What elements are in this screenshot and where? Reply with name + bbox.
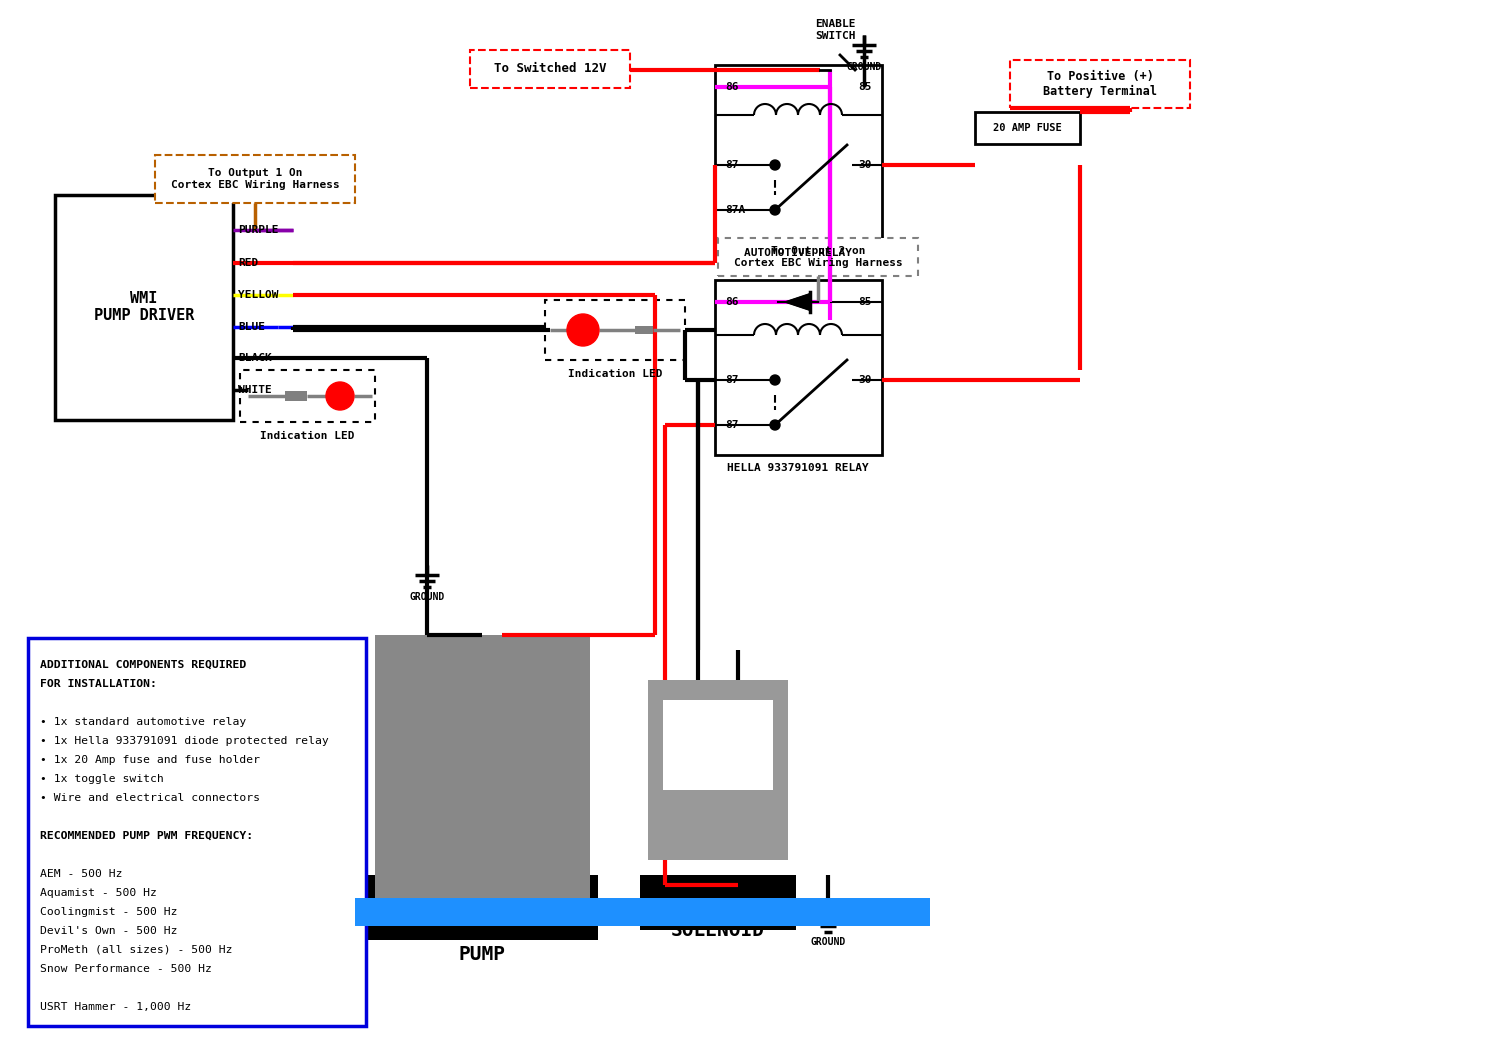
Text: Snow Performance - 500 Hz: Snow Performance - 500 Hz xyxy=(40,964,211,974)
Text: 86: 86 xyxy=(725,297,738,307)
Bar xyxy=(286,391,307,401)
Text: RED: RED xyxy=(238,258,259,268)
Text: ProMeth (all sizes) - 500 Hz: ProMeth (all sizes) - 500 Hz xyxy=(40,945,232,955)
Text: FOR INSTALLATION:: FOR INSTALLATION: xyxy=(40,679,156,689)
Circle shape xyxy=(769,205,780,215)
Text: 85: 85 xyxy=(859,297,872,307)
Bar xyxy=(1010,60,1190,108)
Text: Indication LED: Indication LED xyxy=(260,431,354,441)
Bar xyxy=(647,680,789,859)
Text: ENABLE
SWITCH: ENABLE SWITCH xyxy=(815,19,856,41)
Text: Coolingmist - 500 Hz: Coolingmist - 500 Hz xyxy=(40,907,177,917)
Text: Indication LED: Indication LED xyxy=(568,369,662,379)
Text: SOLENOID: SOLENOID xyxy=(671,920,765,939)
Bar xyxy=(640,875,796,930)
Text: GROUND: GROUND xyxy=(409,592,445,602)
Text: • 1x 20 Amp fuse and fuse holder: • 1x 20 Amp fuse and fuse holder xyxy=(40,755,260,765)
Bar xyxy=(240,370,375,422)
Text: Devil's Own - 500 Hz: Devil's Own - 500 Hz xyxy=(40,926,177,936)
Text: ADDITIONAL COMPONENTS REQUIRED: ADDITIONAL COMPONENTS REQUIRED xyxy=(40,660,246,670)
Text: GROUND: GROUND xyxy=(811,937,845,947)
Bar xyxy=(55,195,234,420)
Text: 87: 87 xyxy=(725,160,738,170)
Bar xyxy=(664,700,772,790)
Text: 85: 85 xyxy=(859,82,872,92)
Text: Aquamist - 500 Hz: Aquamist - 500 Hz xyxy=(40,888,156,898)
Text: 20 AMP FUSE: 20 AMP FUSE xyxy=(992,123,1061,133)
Circle shape xyxy=(769,420,780,430)
Text: 87: 87 xyxy=(725,420,738,430)
Text: • Wire and electrical connectors: • Wire and electrical connectors xyxy=(40,793,260,803)
Text: BLUE: BLUE xyxy=(238,322,265,332)
Text: HELLA 933791091 RELAY: HELLA 933791091 RELAY xyxy=(728,463,869,473)
Bar xyxy=(155,155,356,203)
Text: To Switched 12V: To Switched 12V xyxy=(494,62,606,76)
Circle shape xyxy=(326,382,354,410)
Text: • 1x standard automotive relay: • 1x standard automotive relay xyxy=(40,717,246,727)
Bar xyxy=(368,875,598,940)
Text: USRT Hammer - 1,000 Hz: USRT Hammer - 1,000 Hz xyxy=(40,1002,192,1012)
Bar xyxy=(719,238,918,276)
Bar xyxy=(975,112,1080,144)
Text: GROUND: GROUND xyxy=(847,62,881,72)
Text: PURPLE: PURPLE xyxy=(238,225,278,235)
Text: 86: 86 xyxy=(725,82,738,92)
Bar xyxy=(28,638,366,1026)
Text: To Output 1 On
Cortex EBC Wiring Harness: To Output 1 On Cortex EBC Wiring Harness xyxy=(171,168,339,189)
Text: WHITE: WHITE xyxy=(238,385,272,394)
Text: To Output 2 on
Cortex EBC Wiring Harness: To Output 2 on Cortex EBC Wiring Harness xyxy=(734,246,902,268)
Text: 30: 30 xyxy=(859,375,872,385)
Bar xyxy=(356,898,930,926)
Circle shape xyxy=(769,160,780,170)
Circle shape xyxy=(567,313,600,346)
Text: AUTOMOTIVE RELAY: AUTOMOTIVE RELAY xyxy=(744,248,853,258)
Text: 87: 87 xyxy=(725,375,738,385)
Bar xyxy=(716,280,882,456)
Text: BLACK: BLACK xyxy=(238,353,272,363)
Bar xyxy=(635,326,653,333)
Text: WMI
PUMP DRIVER: WMI PUMP DRIVER xyxy=(94,290,195,323)
Text: To Positive (+)
Battery Terminal: To Positive (+) Battery Terminal xyxy=(1043,69,1158,98)
Bar xyxy=(716,65,882,240)
Polygon shape xyxy=(786,294,809,310)
Text: AEM - 500 Hz: AEM - 500 Hz xyxy=(40,869,122,879)
Text: 87A: 87A xyxy=(725,205,745,215)
Text: RECOMMENDED PUMP PWM FREQUENCY:: RECOMMENDED PUMP PWM FREQUENCY: xyxy=(40,831,253,841)
Text: • 1x Hella 933791091 diode protected relay: • 1x Hella 933791091 diode protected rel… xyxy=(40,736,329,746)
Text: PUMP: PUMP xyxy=(458,946,506,965)
Bar xyxy=(545,300,684,360)
Text: 30: 30 xyxy=(859,160,872,170)
Bar xyxy=(375,635,591,901)
Text: • 1x toggle switch: • 1x toggle switch xyxy=(40,774,164,784)
Text: YELLOW: YELLOW xyxy=(238,290,278,300)
Bar xyxy=(470,50,629,88)
Circle shape xyxy=(769,375,780,385)
